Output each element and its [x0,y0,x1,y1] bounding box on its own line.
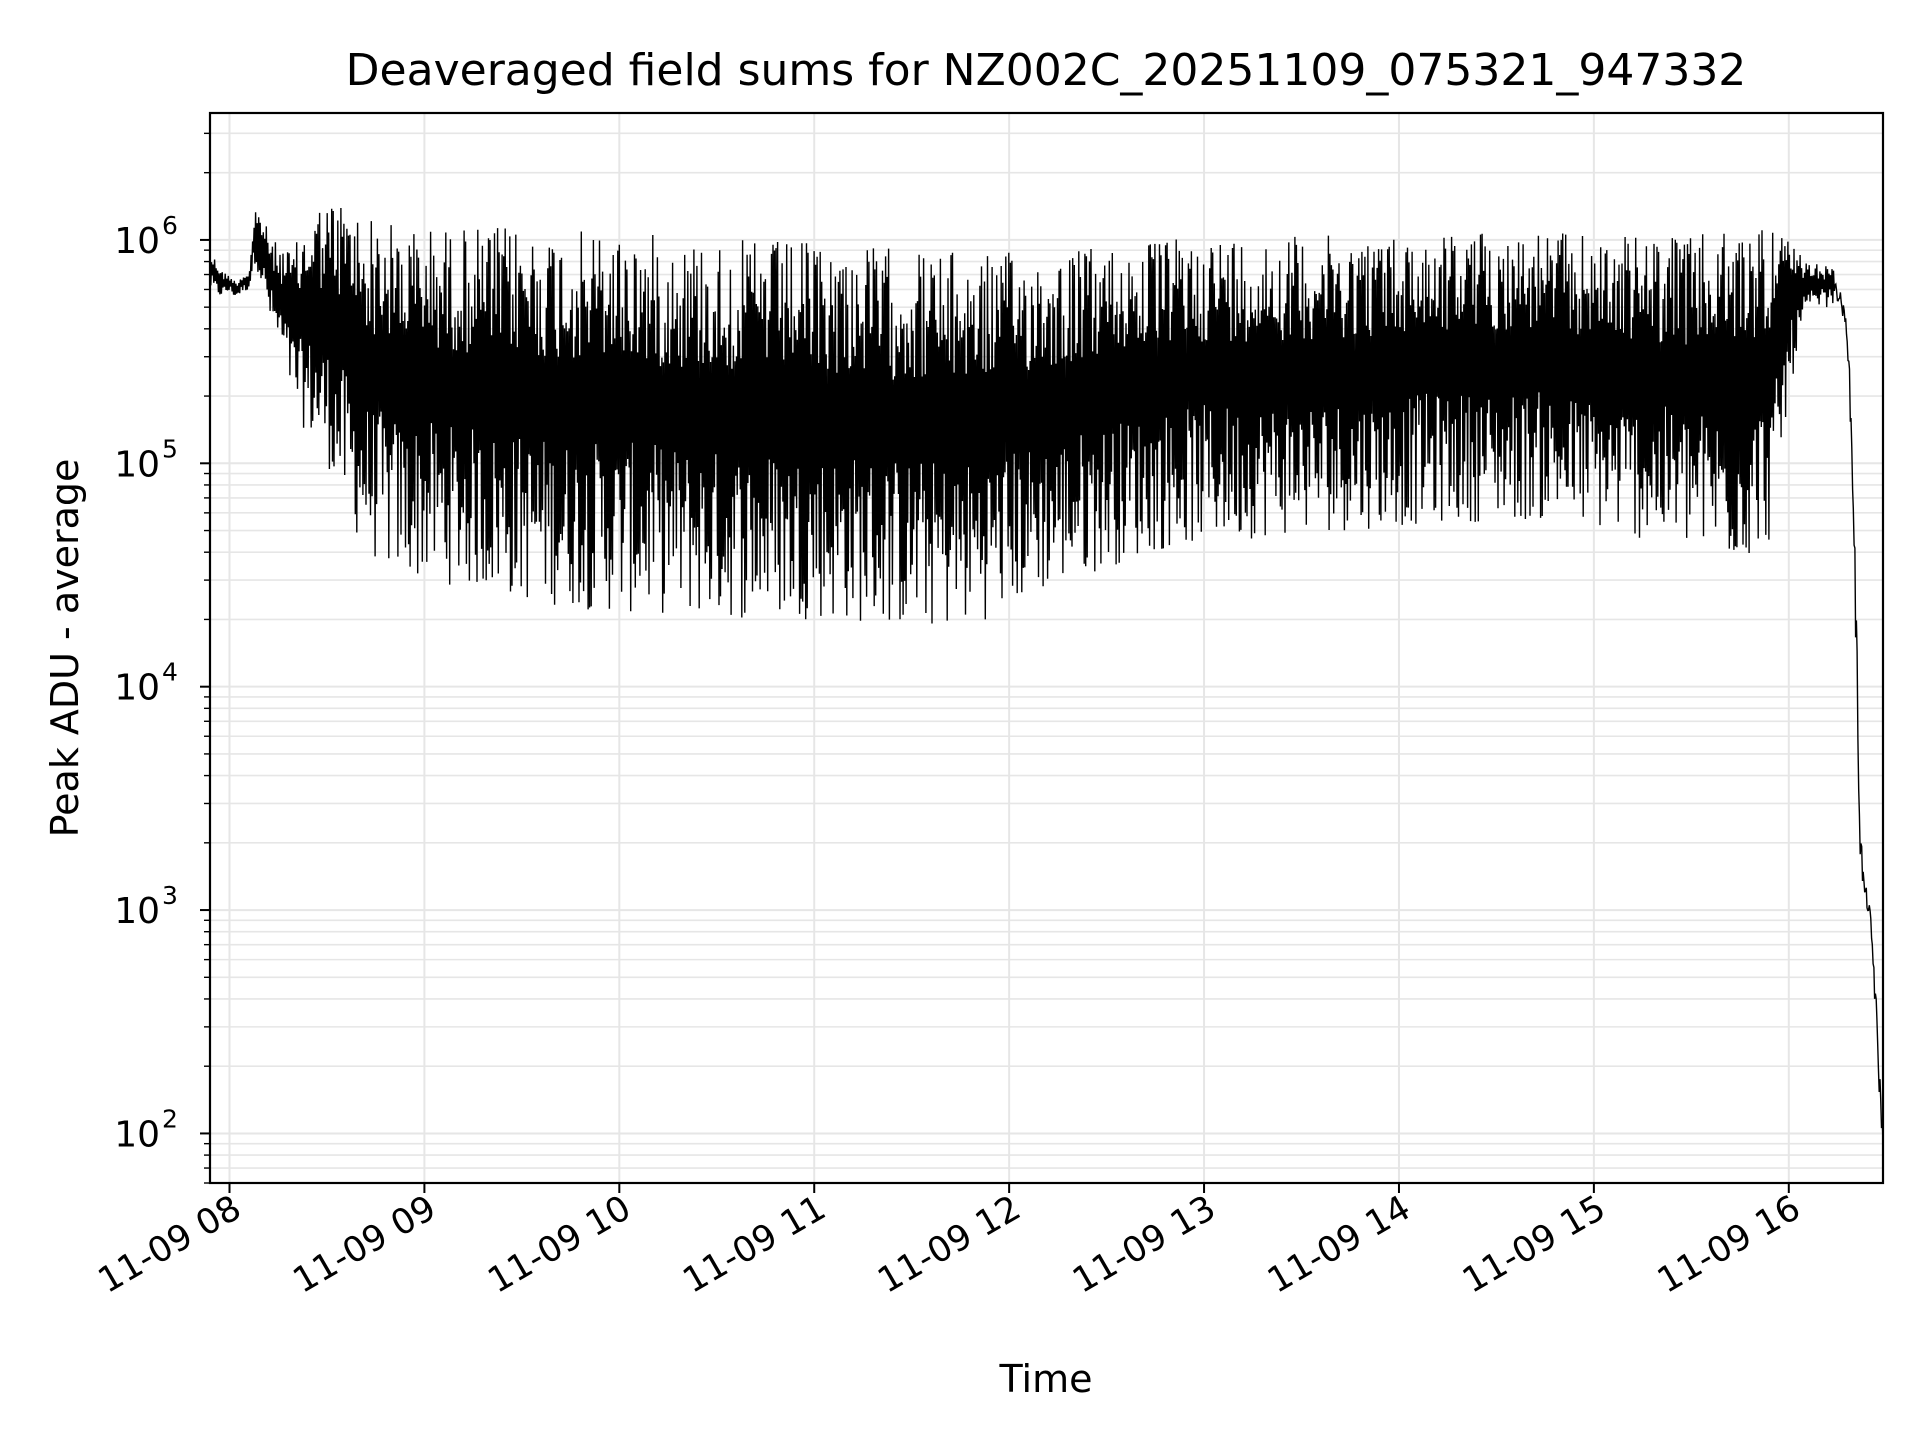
plot-frame [208,111,1885,1185]
y-tick-label: 10 [114,668,160,709]
x-axis-label: Time [999,1357,1093,1401]
series-path [209,207,1884,1142]
y-tick-label-exponent: 2 [162,1104,178,1133]
y-tick-label-exponent: 3 [162,881,178,910]
y-tick-label-exponent: 5 [162,434,178,463]
y-tick-label: 10 [114,891,160,932]
chart-title: Deaveraged field sums for NZ002C_2025110… [346,45,1747,96]
y-axis-label: Peak ADU - average [43,459,87,838]
series-line [209,207,1884,1142]
y-tick-label: 10 [114,444,160,485]
y-tick-label-exponent: 4 [162,658,178,687]
y-tick-label: 10 [114,221,160,262]
y-tick-label: 10 [114,1114,160,1155]
y-tick-label-exponent: 6 [162,211,178,240]
